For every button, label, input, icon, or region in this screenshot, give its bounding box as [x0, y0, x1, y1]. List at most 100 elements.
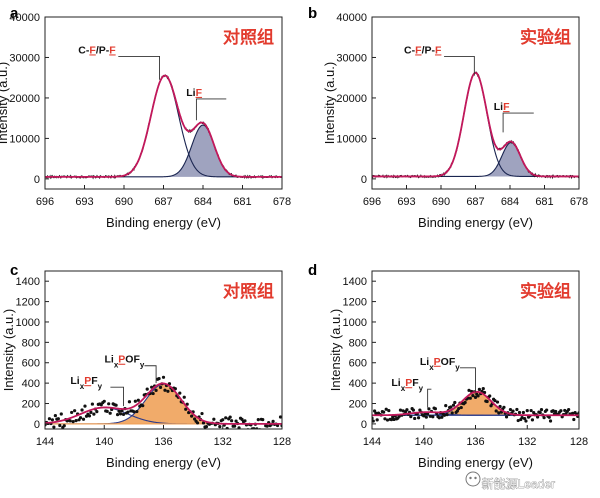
data-point — [551, 409, 555, 413]
x-axis-label: Binding energy (eV) — [106, 215, 221, 230]
data-point — [548, 419, 553, 423]
data-point — [391, 415, 395, 419]
y-axis-label: Intensity (a.u.) — [1, 309, 16, 391]
data-point — [444, 404, 448, 408]
y-tick-label: 200 — [22, 399, 40, 411]
data-point — [166, 389, 170, 393]
data-point — [240, 417, 244, 421]
data-point — [237, 426, 241, 429]
data-point — [453, 400, 457, 405]
data-point — [389, 418, 394, 422]
data-point — [221, 418, 225, 422]
data-point — [570, 411, 575, 416]
x-axis-label: Binding energy (eV) — [106, 455, 221, 470]
data-point — [385, 418, 390, 422]
data-point — [190, 414, 194, 418]
data-point — [433, 407, 437, 411]
data-point — [428, 414, 432, 418]
data-point — [481, 386, 485, 391]
y-tick-label: 200 — [349, 399, 367, 411]
x-tick-label: 136 — [154, 436, 172, 448]
annotation-leader — [459, 367, 476, 393]
group-title: 对照组 — [223, 281, 274, 301]
data-point — [375, 418, 379, 422]
data-point — [68, 419, 72, 423]
data-point — [392, 417, 396, 422]
data-point — [74, 419, 78, 423]
data-point — [47, 417, 52, 421]
y-tick-label: 800 — [22, 337, 40, 349]
annotation-leader — [444, 55, 475, 76]
x-tick-label: 144 — [36, 436, 54, 448]
x-tick-label: 140 — [95, 436, 113, 448]
data-point — [83, 404, 87, 408]
data-point — [182, 395, 186, 399]
x-tick-label: 681 — [535, 196, 553, 208]
x-tick-label: 144 — [363, 436, 381, 448]
data-point — [468, 396, 472, 400]
data-point — [413, 416, 417, 421]
y-tick-label: 400 — [22, 378, 40, 390]
data-point — [559, 409, 563, 413]
data-point — [530, 418, 535, 422]
data-point — [92, 412, 96, 416]
data-point — [52, 425, 56, 429]
data-point — [145, 387, 149, 391]
peak-component-0 — [45, 75, 282, 178]
x-tick-label: 132 — [214, 436, 232, 448]
data-point — [105, 409, 109, 413]
x-tick-label: 678 — [570, 196, 588, 208]
watermark-logo-icon — [465, 471, 481, 487]
data-point — [136, 398, 140, 402]
data-point — [524, 419, 528, 423]
y-tick-label: 1000 — [16, 317, 40, 329]
data-point — [572, 417, 576, 422]
data-point — [374, 411, 378, 415]
data-point — [200, 411, 204, 416]
panel-a: a 696 693 690 687 684 681 678 0 10000 20000 30000 40… — [0, 5, 291, 230]
y-tick-label: 40000 — [9, 12, 40, 24]
data-point — [265, 424, 269, 428]
y-tick-label: 1400 — [16, 276, 40, 288]
data-point — [397, 414, 401, 418]
data-point — [542, 416, 546, 420]
peak-fill-1 — [372, 142, 579, 177]
data-point — [495, 400, 500, 404]
data-point — [563, 408, 567, 413]
peak-component-0 — [372, 72, 579, 177]
data-point — [70, 410, 74, 415]
data-point — [424, 415, 428, 419]
x-tick-label: 128 — [570, 436, 588, 448]
peak-label: LixPFy — [70, 375, 102, 391]
y-axis-label: Intensity (a.u.) — [328, 309, 343, 391]
data-point — [126, 410, 130, 414]
data-point — [81, 417, 86, 421]
data-point — [218, 425, 222, 429]
data-point — [398, 408, 403, 412]
data-point — [450, 411, 454, 415]
peak-component-1 — [45, 124, 282, 178]
x-tick-label: 681 — [233, 196, 251, 208]
x-tick-label: 687 — [466, 196, 484, 208]
data-point — [445, 413, 449, 417]
data-point — [115, 413, 120, 417]
peak-label: LiF — [186, 87, 202, 99]
data-point — [56, 417, 60, 421]
x-tick-label: 690 — [432, 196, 450, 208]
data-point — [463, 400, 467, 405]
data-point — [508, 407, 513, 412]
data-point — [108, 411, 112, 415]
data-point — [497, 411, 501, 415]
data-point — [493, 399, 497, 403]
y-tick-label: 1200 — [16, 297, 40, 309]
x-tick-label: 696 — [363, 196, 381, 208]
data-point — [201, 421, 206, 425]
group-title: 对照组 — [223, 27, 274, 47]
plot-area — [372, 71, 579, 180]
data-point — [536, 415, 540, 419]
data-point — [161, 375, 166, 379]
data-point — [90, 402, 94, 406]
data-point — [102, 399, 106, 403]
data-point — [554, 409, 558, 414]
group-title: 实验组 — [520, 27, 571, 47]
